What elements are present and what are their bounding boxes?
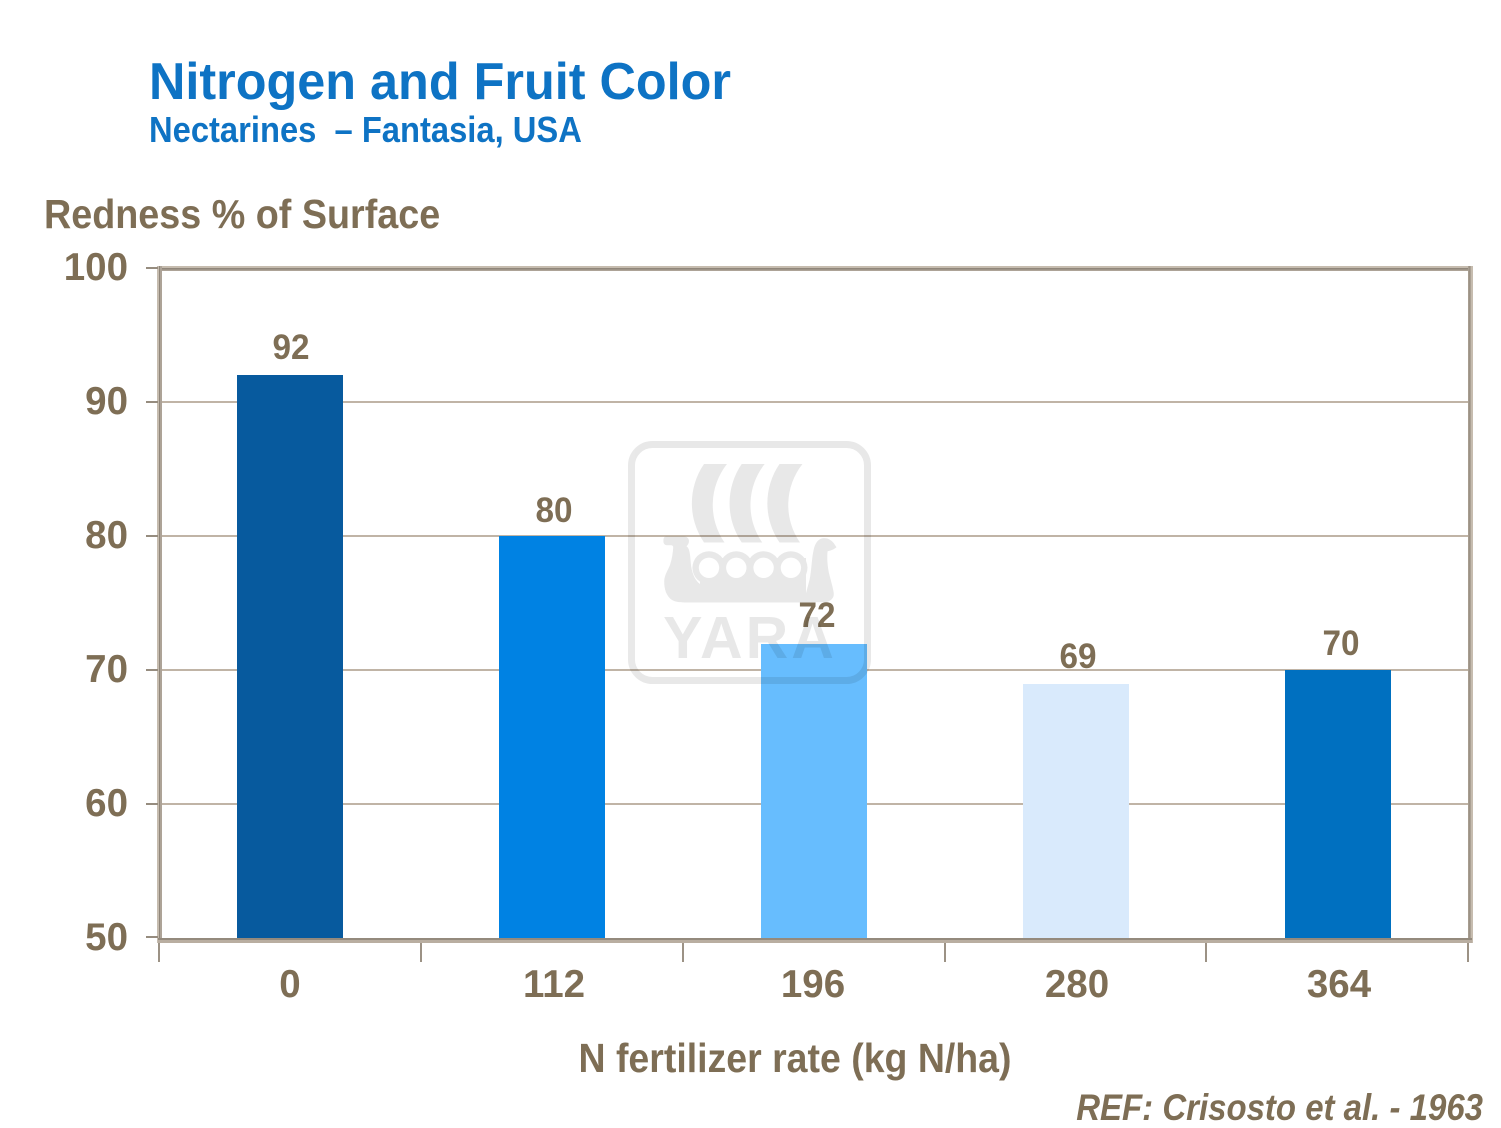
svg-text:YARA: YARA (663, 605, 837, 671)
